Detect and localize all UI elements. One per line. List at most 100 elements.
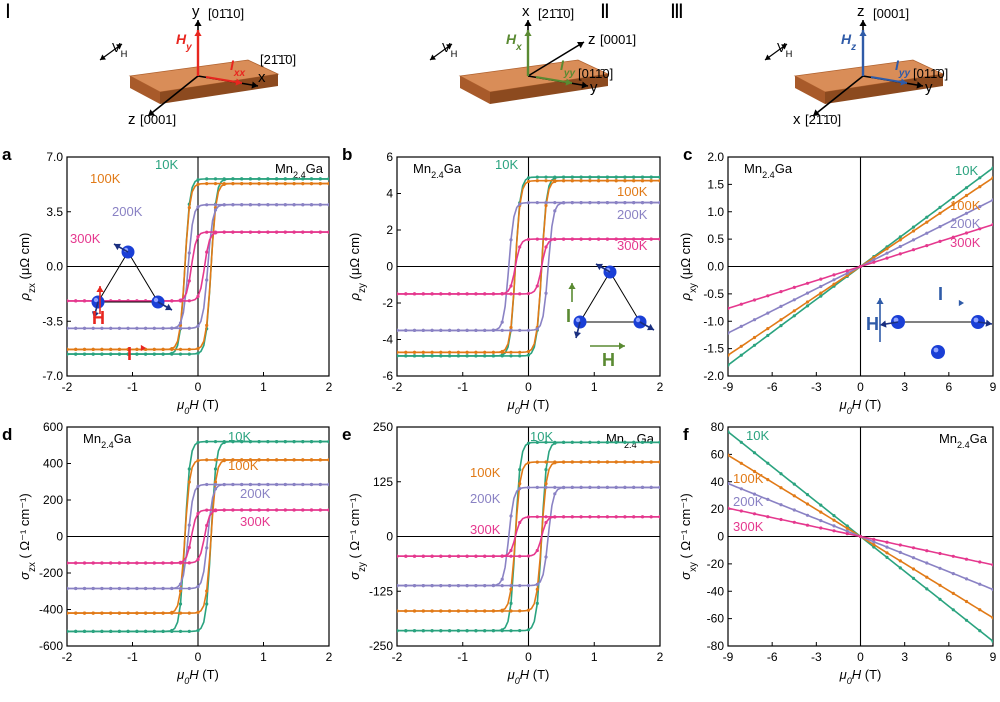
series-300K-point bbox=[74, 561, 78, 565]
series-300K-point bbox=[309, 508, 314, 512]
series-200K-point bbox=[170, 326, 174, 330]
vh-arrow-head-b bbox=[781, 44, 787, 50]
series-10K-point bbox=[614, 440, 618, 444]
series-100K-point bbox=[526, 608, 531, 612]
series-label-100K: 100K bbox=[228, 458, 259, 473]
series-200K-point bbox=[248, 203, 252, 207]
series-300K-point bbox=[858, 264, 863, 269]
series-200K-point bbox=[196, 324, 200, 328]
series-300K-point bbox=[614, 237, 618, 241]
series-10K-point bbox=[588, 440, 592, 444]
series-100K-point bbox=[421, 350, 425, 354]
series-100K-point bbox=[623, 179, 627, 183]
series-300K-point bbox=[318, 230, 322, 234]
series-100K-point bbox=[74, 347, 78, 351]
series-100K-point bbox=[509, 350, 513, 354]
series-10K-point bbox=[318, 440, 322, 444]
series-300K-point bbox=[248, 508, 252, 512]
series-200K-point bbox=[562, 485, 566, 489]
series-300K-point bbox=[509, 554, 513, 558]
series-label-100K: 100K bbox=[90, 171, 121, 186]
x-tick-label: -3 bbox=[811, 380, 822, 394]
series-200K-point bbox=[562, 201, 566, 205]
series-200K-point bbox=[509, 238, 513, 242]
inset-h-arrow-head bbox=[619, 342, 625, 350]
atom-highlight bbox=[153, 297, 159, 303]
series-200K-point bbox=[819, 519, 823, 523]
series-200K-point bbox=[483, 328, 487, 332]
series-200K-point bbox=[161, 326, 165, 330]
series-100K-point bbox=[205, 589, 209, 593]
series-100K-point bbox=[553, 179, 557, 183]
y-axis-label: ρzx (μΩ cm) bbox=[17, 233, 38, 302]
series-200K-point bbox=[222, 482, 226, 487]
series-200K-point bbox=[832, 524, 836, 528]
series-200K-point bbox=[535, 201, 539, 205]
series-300K-point bbox=[170, 299, 174, 303]
series-300K-point bbox=[779, 290, 783, 294]
series-200K-point bbox=[518, 328, 522, 332]
series-10K-point bbox=[67, 352, 69, 356]
series-100K-point bbox=[465, 350, 469, 354]
series-10K-point bbox=[283, 440, 287, 444]
series-200K-point bbox=[752, 318, 757, 322]
series-100K-point bbox=[509, 609, 513, 613]
series-200K-point bbox=[100, 586, 104, 591]
series-300K-point bbox=[178, 560, 183, 564]
series-100K-point bbox=[640, 179, 645, 183]
series-200K-point bbox=[397, 584, 399, 588]
series-300K-point bbox=[562, 237, 566, 241]
series-10K-point bbox=[430, 629, 434, 633]
series-300K-point bbox=[205, 508, 209, 512]
series-200K-point bbox=[327, 203, 329, 207]
series-10K-point bbox=[439, 354, 443, 358]
series-300K-point bbox=[562, 515, 566, 519]
series-200K-point bbox=[439, 328, 443, 332]
x-axis-label: μ0H (T) bbox=[176, 397, 219, 416]
series-300K-point bbox=[951, 235, 955, 239]
series-100K-point bbox=[170, 610, 174, 615]
series-10K-point bbox=[500, 628, 504, 632]
x-tick-label: 2 bbox=[657, 380, 664, 394]
vh-label: VH bbox=[442, 40, 457, 59]
series-100K-point bbox=[397, 609, 399, 613]
inset-i-label: I bbox=[938, 284, 943, 304]
series-100K-point bbox=[283, 458, 287, 462]
series-10K-point bbox=[187, 629, 191, 634]
x-tick-label: 1 bbox=[591, 650, 598, 664]
current-arrow bbox=[870, 76, 908, 84]
x-tick-label: 1 bbox=[260, 380, 267, 394]
series-300K-point bbox=[819, 277, 823, 281]
material-label: Mn2.4Ga bbox=[413, 161, 462, 180]
series-100K-point bbox=[526, 179, 531, 184]
series-300K-point bbox=[231, 508, 235, 512]
x-tick-label: 2 bbox=[326, 650, 333, 664]
series-100K-point bbox=[483, 609, 487, 613]
series-300K-point bbox=[187, 545, 191, 550]
y-tick-label: 0 bbox=[386, 530, 393, 544]
field-arrow-head bbox=[859, 30, 867, 36]
series-100K-point bbox=[196, 459, 200, 463]
series-100K-point bbox=[597, 179, 601, 183]
series-100K-point bbox=[213, 182, 218, 186]
series-200K-point bbox=[309, 482, 314, 487]
series-10K-point bbox=[412, 354, 417, 358]
series-100K-point bbox=[544, 460, 548, 464]
series-200K-point bbox=[213, 482, 218, 487]
series-100K-point bbox=[535, 179, 539, 183]
series-300K-point bbox=[67, 299, 69, 303]
series-100K-point bbox=[205, 323, 209, 327]
series-200K-point bbox=[196, 585, 200, 589]
series-100K-point bbox=[240, 182, 244, 186]
series-10K-point bbox=[309, 440, 314, 444]
series-300K-point bbox=[465, 554, 469, 558]
panel-letter: c bbox=[683, 145, 692, 164]
series-300K-point bbox=[518, 292, 522, 296]
spin-arrow-head bbox=[114, 243, 121, 251]
series-100K-point bbox=[231, 182, 235, 186]
series-100K-point bbox=[109, 611, 113, 615]
series-10K-point bbox=[109, 629, 113, 634]
y-tick-label: 1.5 bbox=[707, 177, 724, 191]
series-200K-point bbox=[301, 203, 305, 207]
series-300K-point bbox=[518, 554, 522, 558]
